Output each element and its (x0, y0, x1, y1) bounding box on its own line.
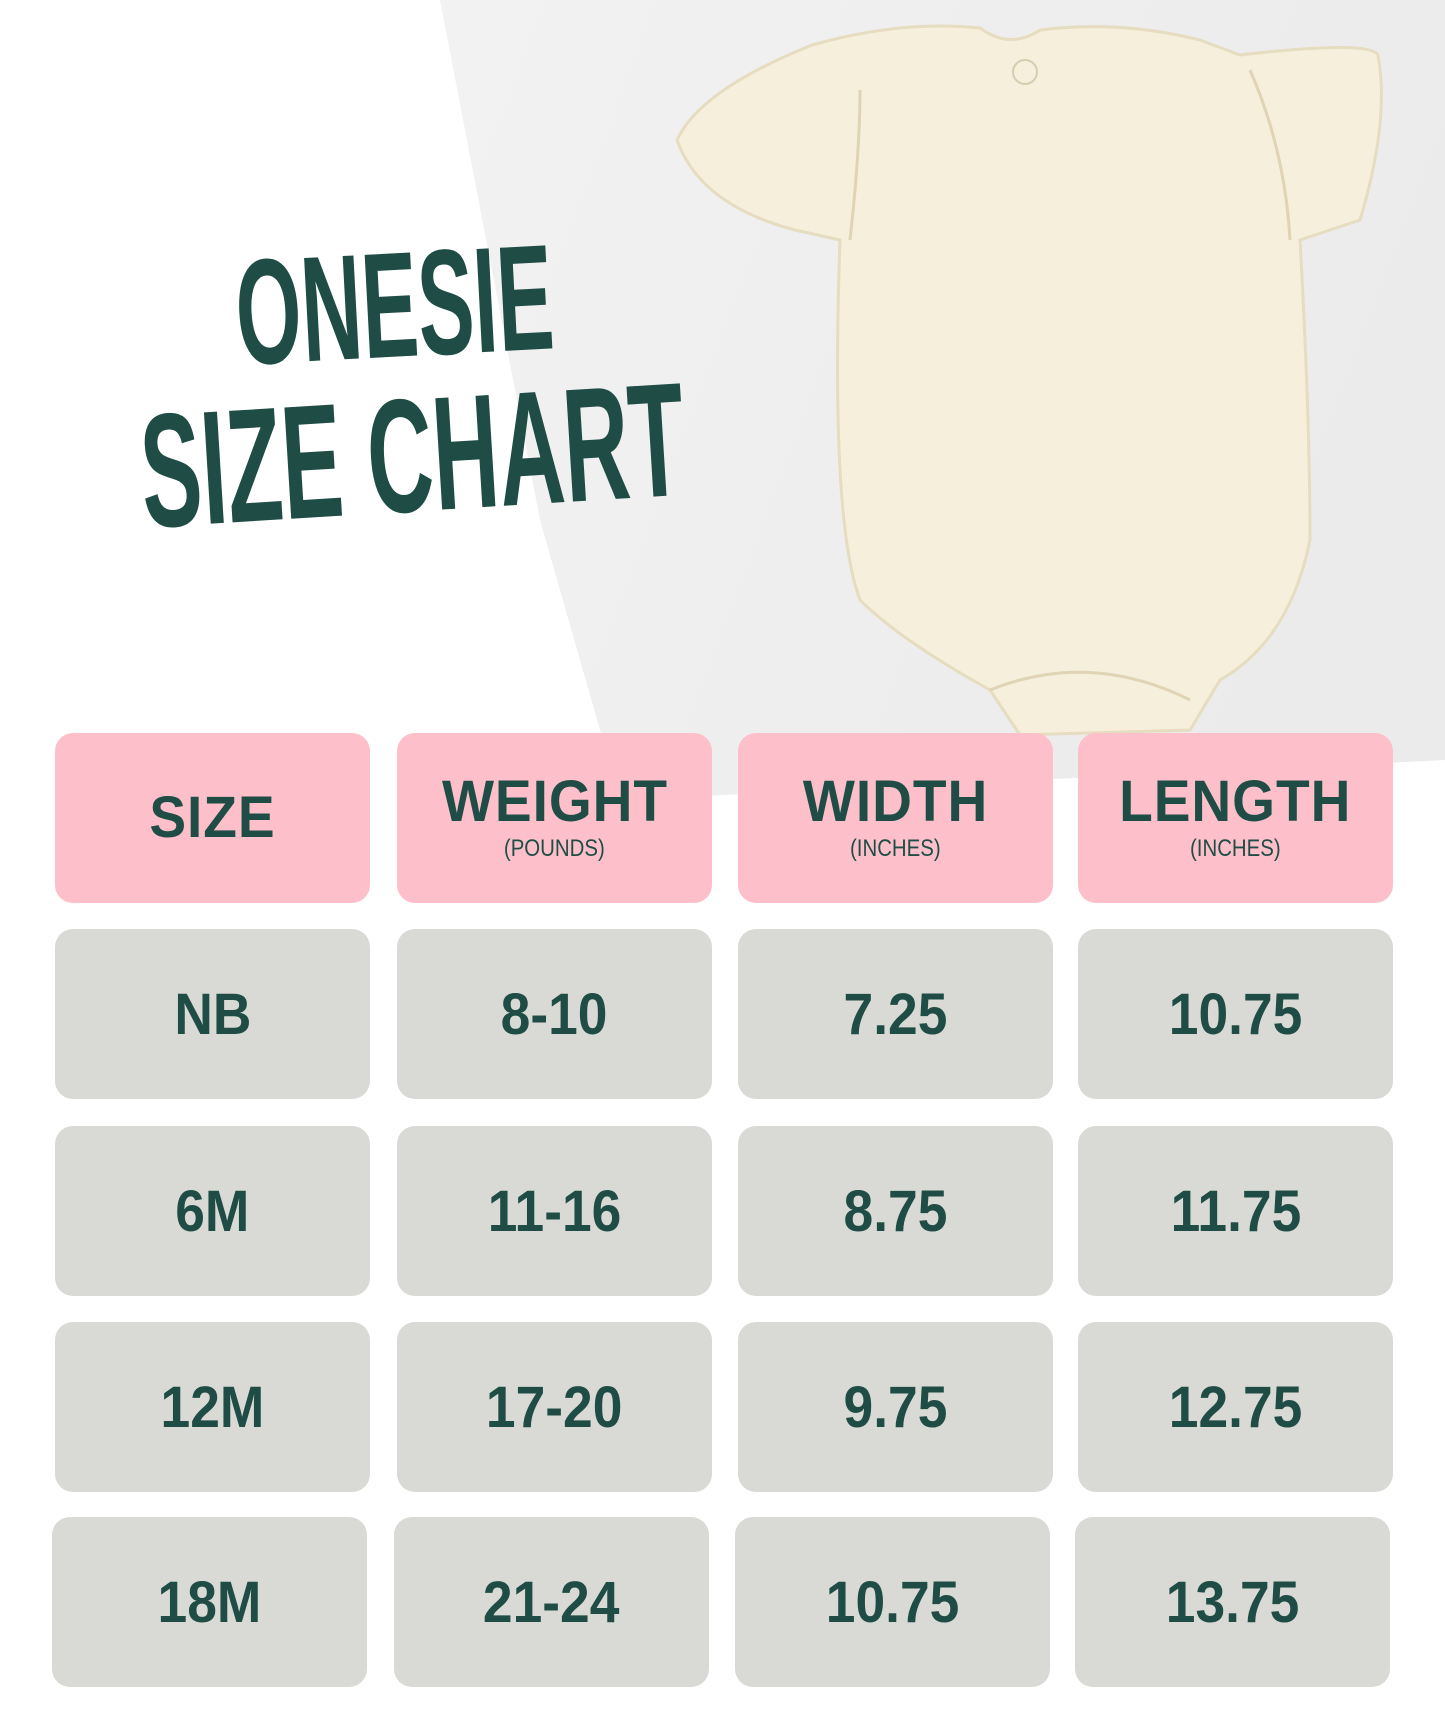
table-cell: 11-16 (397, 1126, 712, 1296)
cell-value: 7.25 (843, 981, 948, 1047)
header-cell-width: WIDTH (INCHES) (738, 733, 1053, 903)
table-cell: NB (55, 929, 370, 1099)
cell-value: NB (173, 981, 252, 1047)
header-label: WEIGHT (441, 769, 668, 834)
table-cell: 18M (52, 1517, 367, 1687)
table-cell: 21-24 (394, 1517, 709, 1687)
cell-value: 8.75 (843, 1178, 948, 1244)
cell-value: 11-16 (487, 1178, 622, 1244)
table-cell: 10.75 (1078, 929, 1393, 1099)
cell-value: 10.75 (825, 1569, 960, 1635)
cell-value: 12M (160, 1374, 265, 1440)
table-cell: 12.75 (1078, 1322, 1393, 1492)
header-unit: (INCHES) (1190, 835, 1281, 862)
header-unit: (POUNDS) (504, 835, 605, 862)
table-cell: 6M (55, 1126, 370, 1296)
title-line-2: SIZE CHART (135, 348, 690, 563)
table-cell: 11.75 (1078, 1126, 1393, 1296)
header-cell-size: SIZE (55, 733, 370, 903)
header-cell-length: LENGTH (INCHES) (1078, 733, 1393, 903)
cell-value: 11.75 (1170, 1178, 1301, 1244)
table-cell: 8-10 (397, 929, 712, 1099)
cell-value: 17-20 (486, 1374, 623, 1440)
table-cell: 9.75 (738, 1322, 1053, 1492)
cell-value: 13.75 (1165, 1569, 1300, 1635)
cell-value: 18M (157, 1569, 262, 1635)
table-cell: 7.25 (738, 929, 1053, 1099)
cell-value: 9.75 (843, 1374, 948, 1440)
cell-value: 10.75 (1168, 981, 1303, 1047)
table-cell: 10.75 (735, 1517, 1050, 1687)
table-cell: 17-20 (397, 1322, 712, 1492)
header-unit: (INCHES) (850, 835, 941, 862)
cell-value: 12.75 (1168, 1374, 1303, 1440)
table-cell: 8.75 (738, 1126, 1053, 1296)
header-label: LENGTH (1119, 769, 1352, 834)
header-label: WIDTH (802, 769, 989, 834)
cell-value: 6M (175, 1178, 250, 1244)
table-cell: 13.75 (1075, 1517, 1390, 1687)
header-cell-weight: WEIGHT (POUNDS) (397, 733, 712, 903)
table-cell: 12M (55, 1322, 370, 1492)
cell-value: 21-24 (483, 1569, 620, 1635)
header-label: SIZE (149, 785, 276, 850)
cell-value: 8-10 (501, 981, 608, 1047)
